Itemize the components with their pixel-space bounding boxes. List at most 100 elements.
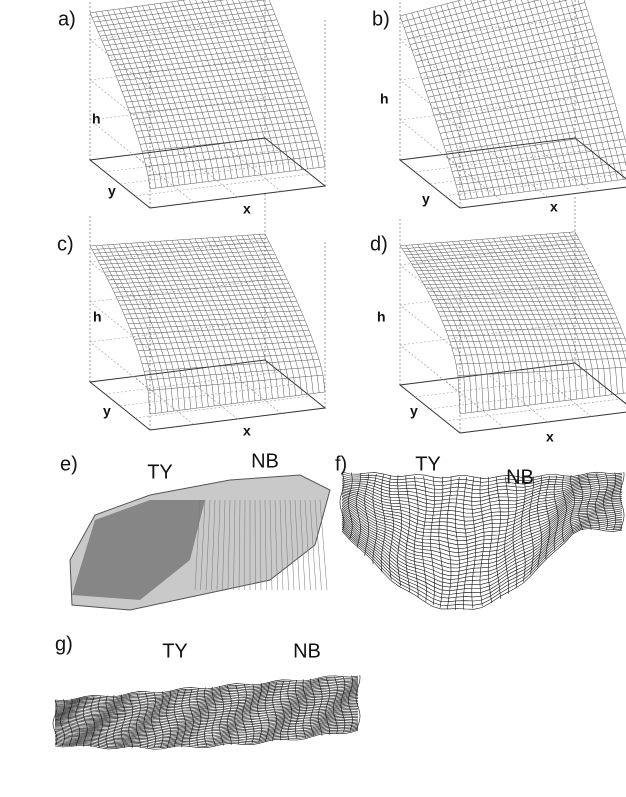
wall-grid (400, 323, 575, 345)
mesh-line (441, 5, 501, 195)
mesh-line (404, 0, 579, 27)
mesh-line (456, 358, 626, 364)
mesh-line (118, 292, 293, 300)
mesh-line (569, 0, 626, 179)
mesh-line (102, 258, 277, 268)
axis-label: y (108, 183, 116, 199)
mesh-line (259, 0, 319, 168)
mesh-line (464, 241, 524, 406)
mesh-line (236, 0, 296, 170)
mesh-line (114, 51, 289, 70)
mesh-line (90, 0, 265, 13)
mesh-line (55, 682, 358, 707)
mesh-line (546, 234, 606, 395)
mesh-line (113, 244, 173, 411)
mesh-line (120, 297, 295, 305)
mesh-line (493, 0, 553, 188)
mesh-line (400, 0, 575, 16)
axis-label: h (92, 111, 101, 127)
wall-grid (90, 98, 265, 120)
mesh-line (402, 236, 577, 249)
axis-label: y (103, 403, 111, 419)
panel-label: c) (57, 233, 74, 255)
panel-label: e) (60, 453, 78, 475)
axis-label: x (550, 199, 558, 215)
mesh-line (563, 233, 623, 394)
annotation: TY (415, 453, 441, 475)
mesh-line (118, 62, 293, 81)
box-edge (400, 363, 626, 433)
wall-grid (400, 58, 575, 80)
mesh-line (119, 244, 179, 410)
mesh-line (575, 0, 626, 178)
wall-grid (400, 80, 460, 128)
mesh-line (428, 62, 603, 97)
mesh-line (470, 0, 530, 191)
mesh-line (406, 245, 466, 413)
mesh-line (464, 0, 524, 192)
mesh-line (418, 11, 478, 197)
mesh-line (428, 287, 603, 292)
axis-label: x (243, 201, 251, 217)
mesh-line (476, 240, 536, 405)
panel-label: g) (55, 633, 73, 655)
mesh-line (400, 232, 575, 246)
annotation: NB (506, 466, 534, 488)
mesh-line (110, 41, 285, 61)
axis-label: x (243, 423, 251, 439)
mesh-line (422, 42, 597, 79)
wall-grid (400, 120, 460, 168)
mesh-line (112, 46, 287, 65)
axis-label: x (546, 429, 554, 445)
surface-panel: a) h y x (58, 0, 325, 217)
surface-panel: d)hyx (370, 195, 626, 445)
mesh-line (120, 68, 295, 86)
wall-grid (90, 342, 150, 390)
photo-panel (70, 475, 330, 610)
mesh-line (480, 477, 484, 606)
wall-grid (400, 265, 460, 313)
mesh-line (569, 232, 626, 392)
mesh-line (178, 1, 238, 178)
axis-label: h (377, 309, 386, 325)
surface-panel: c) h y x (57, 192, 325, 439)
mesh-line (447, 4, 507, 194)
mesh-line (253, 0, 313, 168)
surface-panel: b)hyx (372, 0, 626, 215)
mesh-line (265, 0, 325, 167)
mesh-line (453, 2, 513, 193)
annotation: NB (251, 450, 279, 472)
mesh-line (429, 8, 489, 196)
mesh-line (412, 9, 587, 50)
mesh-line (172, 2, 232, 179)
mesh-line (92, 0, 267, 17)
mesh-line (400, 246, 460, 414)
photo-panel (340, 472, 624, 610)
mesh-line (552, 0, 612, 181)
wall-grid (400, 345, 460, 393)
annotation: NB (293, 640, 321, 662)
mesh-line (423, 10, 483, 197)
axis-label: h (93, 309, 102, 325)
mesh-line (422, 275, 597, 281)
mesh-line (458, 1, 518, 193)
mesh-line (458, 367, 626, 376)
mesh-line (464, 477, 468, 610)
mesh-line (460, 178, 626, 200)
panel-label: b) (372, 8, 390, 30)
annotation: TY (162, 640, 188, 662)
mesh-line (458, 169, 626, 192)
mesh-line (540, 235, 600, 397)
mesh-line (454, 154, 626, 178)
mesh-line (400, 16, 460, 200)
photo-panel (53, 675, 360, 749)
mesh-line (470, 240, 530, 405)
floor-grid (415, 150, 590, 172)
figure: a)hyxb)hyxc)hyxd)hyxe)TYNBf)TYNBg)TYNB (0, 0, 626, 797)
panel-label: a) (58, 8, 76, 30)
axis-label: h (380, 91, 389, 107)
mesh-line (242, 0, 302, 170)
mesh-line (183, 0, 243, 177)
mesh-line (412, 13, 472, 199)
mesh-line (230, 0, 290, 171)
